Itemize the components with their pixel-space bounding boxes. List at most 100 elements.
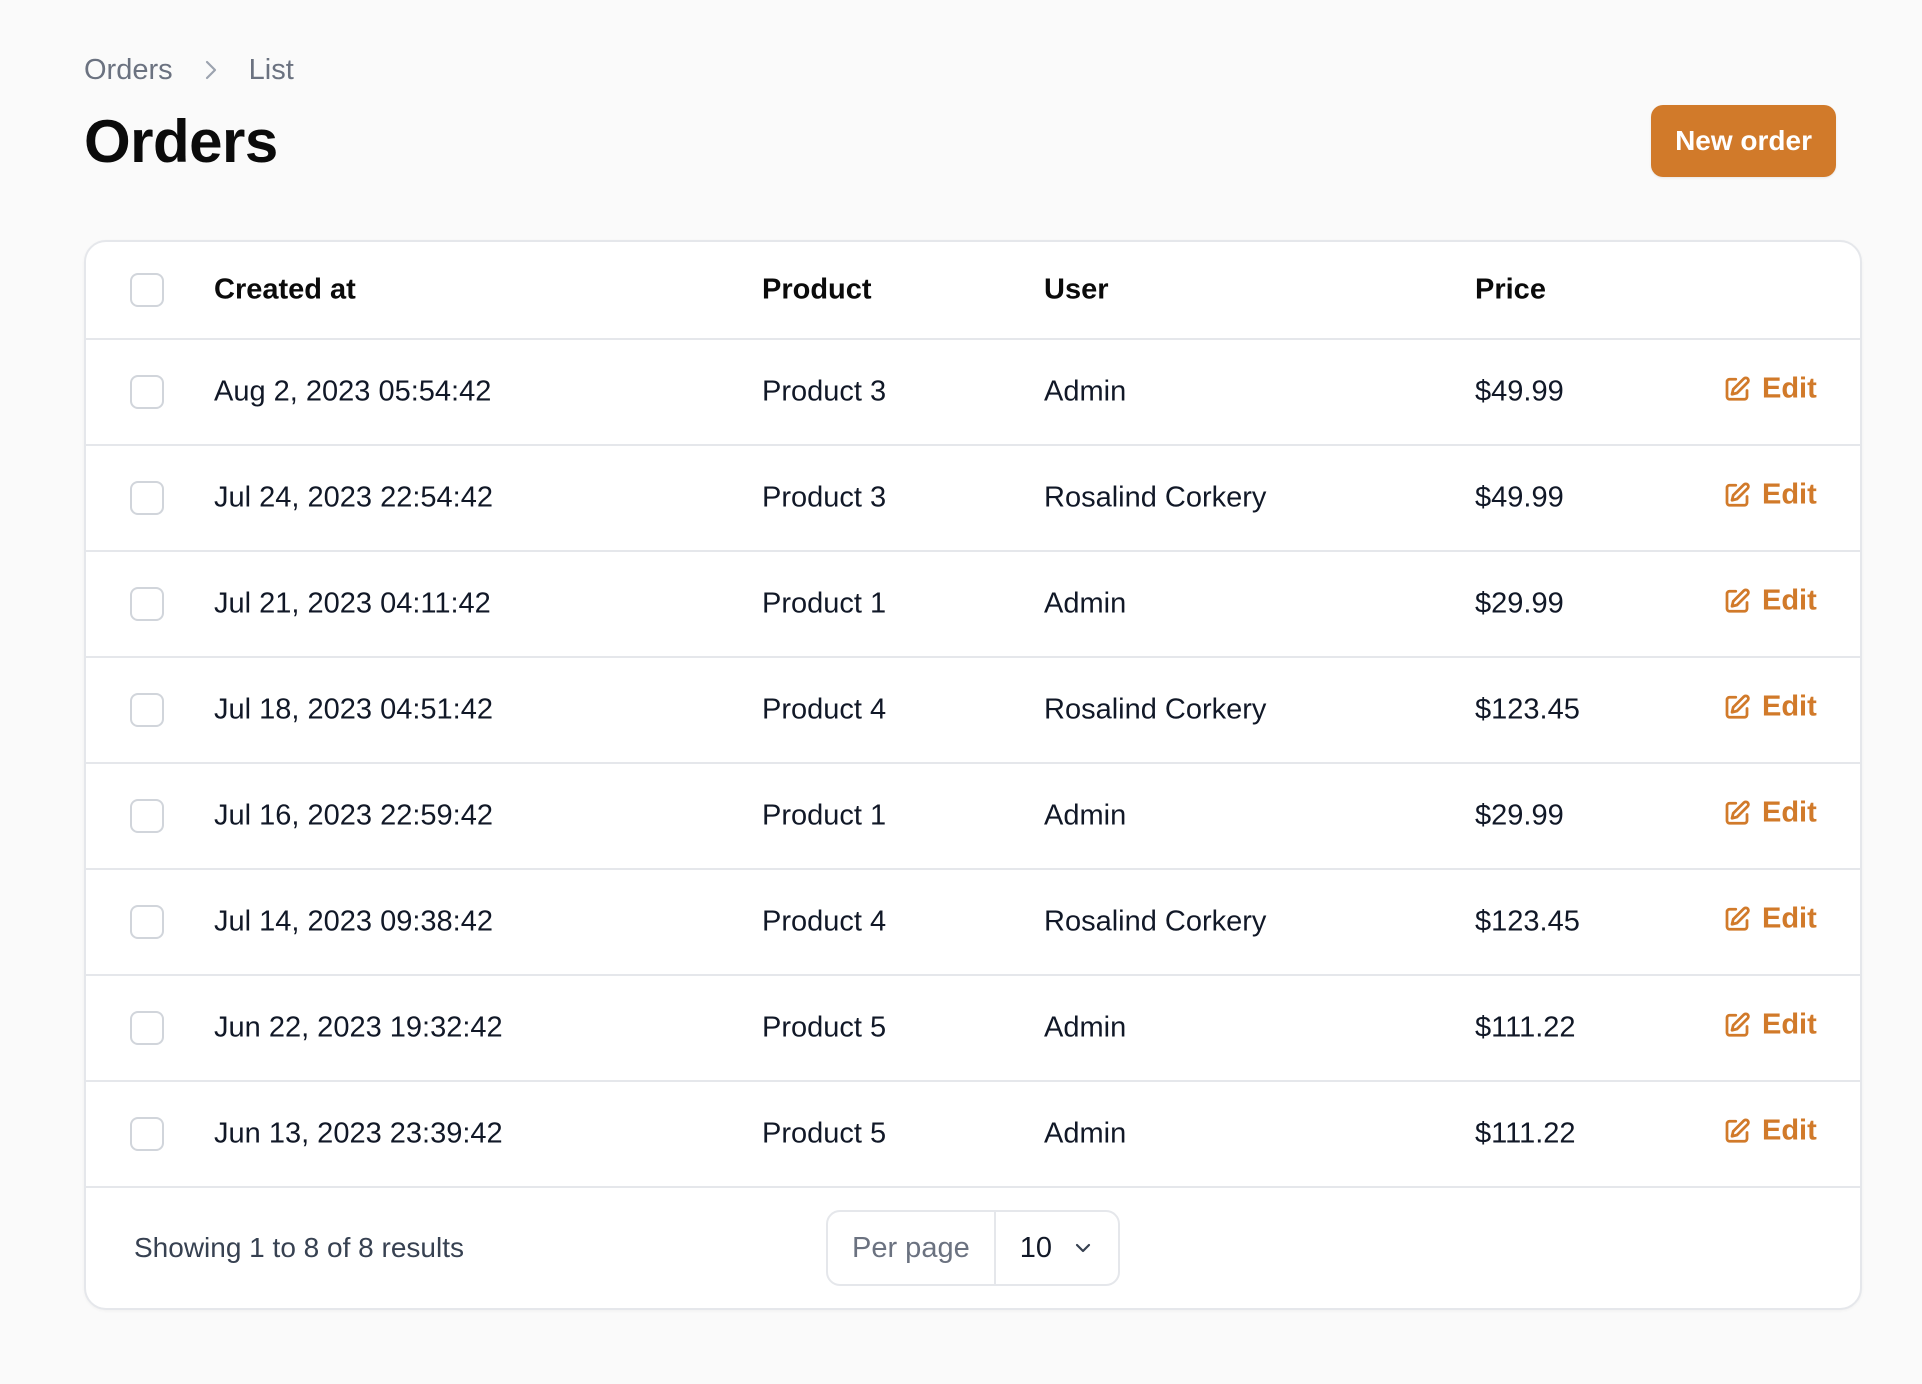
cell-created-at: Jun 22, 2023 19:32:42 xyxy=(214,1011,503,1044)
row-checkbox-cell xyxy=(130,693,164,727)
row-checkbox[interactable] xyxy=(130,799,164,833)
cell-product: Product 1 xyxy=(762,587,887,620)
cell-product: Product 4 xyxy=(762,905,887,938)
cell-price: $49.99 xyxy=(1475,481,1564,514)
cell-user: Admin xyxy=(1044,799,1127,832)
column-header-product: Product xyxy=(762,273,872,306)
cell-user: Rosalind Corkery xyxy=(1044,905,1267,938)
per-page-control: Per page 10 xyxy=(826,1210,1120,1286)
row-checkbox[interactable] xyxy=(130,375,164,409)
row-checkbox-cell xyxy=(130,1011,164,1045)
cell-action: Edit xyxy=(1722,478,1817,518)
edit-link[interactable]: Edit xyxy=(1722,796,1817,829)
table-row: Jul 16, 2023 22:59:42 Product 1 Admin $2… xyxy=(86,764,1860,870)
cell-product: Product 3 xyxy=(762,375,887,408)
cell-user: Admin xyxy=(1044,1011,1127,1044)
table-body: Aug 2, 2023 05:54:42 Product 3 Admin $49… xyxy=(86,340,1860,1188)
row-checkbox[interactable] xyxy=(130,481,164,515)
cell-action: Edit xyxy=(1722,372,1817,412)
cell-user: Admin xyxy=(1044,587,1127,620)
pencil-square-icon xyxy=(1722,692,1752,722)
cell-action: Edit xyxy=(1722,690,1817,730)
edit-label: Edit xyxy=(1762,796,1817,829)
row-checkbox[interactable] xyxy=(130,587,164,621)
breadcrumb-item-orders[interactable]: Orders xyxy=(84,53,173,86)
cell-created-at: Jun 13, 2023 23:39:42 xyxy=(214,1117,503,1150)
edit-link[interactable]: Edit xyxy=(1722,584,1817,617)
cell-price: $111.22 xyxy=(1475,1117,1576,1150)
cell-price: $29.99 xyxy=(1475,799,1564,832)
pencil-square-icon xyxy=(1722,586,1752,616)
column-header-user: User xyxy=(1044,273,1109,306)
edit-link[interactable]: Edit xyxy=(1722,1114,1817,1147)
cell-user: Rosalind Corkery xyxy=(1044,481,1267,514)
row-checkbox-cell xyxy=(130,905,164,939)
cell-created-at: Aug 2, 2023 05:54:42 xyxy=(214,375,492,408)
cell-created-at: Jul 16, 2023 22:59:42 xyxy=(214,799,493,832)
results-count: Showing 1 to 8 of 8 results xyxy=(134,1232,464,1263)
cell-user: Admin xyxy=(1044,375,1127,408)
table-row: Jul 24, 2023 22:54:42 Product 3 Rosalind… xyxy=(86,446,1860,552)
edit-label: Edit xyxy=(1762,1008,1817,1041)
table-row: Jul 18, 2023 04:51:42 Product 4 Rosalind… xyxy=(86,658,1860,764)
edit-label: Edit xyxy=(1762,584,1817,617)
pencil-square-icon xyxy=(1722,1010,1752,1040)
select-all-checkbox-cell xyxy=(130,273,164,307)
edit-link[interactable]: Edit xyxy=(1722,478,1817,511)
orders-table: Created at Product User Price Aug 2, 202… xyxy=(84,240,1862,1310)
edit-link[interactable]: Edit xyxy=(1722,902,1817,935)
row-checkbox-cell xyxy=(130,481,164,515)
edit-label: Edit xyxy=(1762,1114,1817,1147)
cell-created-at: Jul 21, 2023 04:11:42 xyxy=(214,587,491,620)
row-checkbox[interactable] xyxy=(130,1117,164,1151)
cell-price: $29.99 xyxy=(1475,587,1564,620)
edit-link[interactable]: Edit xyxy=(1722,372,1817,405)
per-page-value: 10 xyxy=(1019,1231,1052,1264)
cell-price: $49.99 xyxy=(1475,375,1564,408)
cell-user: Admin xyxy=(1044,1117,1127,1150)
column-header-created-at[interactable]: Created at xyxy=(214,273,356,306)
edit-label: Edit xyxy=(1762,690,1817,723)
new-order-button[interactable]: New order xyxy=(1651,105,1836,177)
table-row: Jul 21, 2023 04:11:42 Product 1 Admin $2… xyxy=(86,552,1860,658)
row-checkbox-cell xyxy=(130,1117,164,1151)
chevron-right-icon xyxy=(193,59,229,81)
edit-link[interactable]: Edit xyxy=(1722,1008,1817,1041)
cell-product: Product 4 xyxy=(762,693,887,726)
cell-created-at: Jul 24, 2023 22:54:42 xyxy=(214,481,493,514)
table-row: Aug 2, 2023 05:54:42 Product 3 Admin $49… xyxy=(86,340,1860,446)
row-checkbox-cell xyxy=(130,587,164,621)
per-page-select[interactable]: 10 xyxy=(996,1212,1118,1284)
table-header-row: Created at Product User Price xyxy=(86,242,1860,340)
row-checkbox[interactable] xyxy=(130,905,164,939)
breadcrumb: Orders List xyxy=(84,52,1838,88)
cell-created-at: Jul 14, 2023 09:38:42 xyxy=(214,905,493,938)
cell-action: Edit xyxy=(1722,1008,1817,1048)
cell-action: Edit xyxy=(1722,796,1817,836)
cell-price: $111.22 xyxy=(1475,1011,1576,1044)
table-row: Jul 14, 2023 09:38:42 Product 4 Rosalind… xyxy=(86,870,1860,976)
column-header-price: Price xyxy=(1475,273,1546,306)
pencil-square-icon xyxy=(1722,480,1752,510)
pencil-square-icon xyxy=(1722,904,1752,934)
cell-product: Product 1 xyxy=(762,799,887,832)
edit-label: Edit xyxy=(1762,372,1817,405)
pencil-square-icon xyxy=(1722,374,1752,404)
edit-label: Edit xyxy=(1762,478,1817,511)
row-checkbox[interactable] xyxy=(130,1011,164,1045)
cell-price: $123.45 xyxy=(1475,693,1580,726)
pencil-square-icon xyxy=(1722,798,1752,828)
cell-action: Edit xyxy=(1722,902,1817,942)
edit-link[interactable]: Edit xyxy=(1722,690,1817,723)
table-row: Jun 22, 2023 19:32:42 Product 5 Admin $1… xyxy=(86,976,1860,1082)
page-title: Orders xyxy=(84,107,278,175)
chevron-down-icon xyxy=(1072,1237,1094,1259)
row-checkbox[interactable] xyxy=(130,693,164,727)
cell-product: Product 5 xyxy=(762,1117,887,1150)
edit-label: Edit xyxy=(1762,902,1817,935)
select-all-checkbox[interactable] xyxy=(130,273,164,307)
breadcrumb-item-list: List xyxy=(248,53,294,86)
per-page-label: Per page xyxy=(828,1212,996,1284)
table-row: Jun 13, 2023 23:39:42 Product 5 Admin $1… xyxy=(86,1082,1860,1188)
